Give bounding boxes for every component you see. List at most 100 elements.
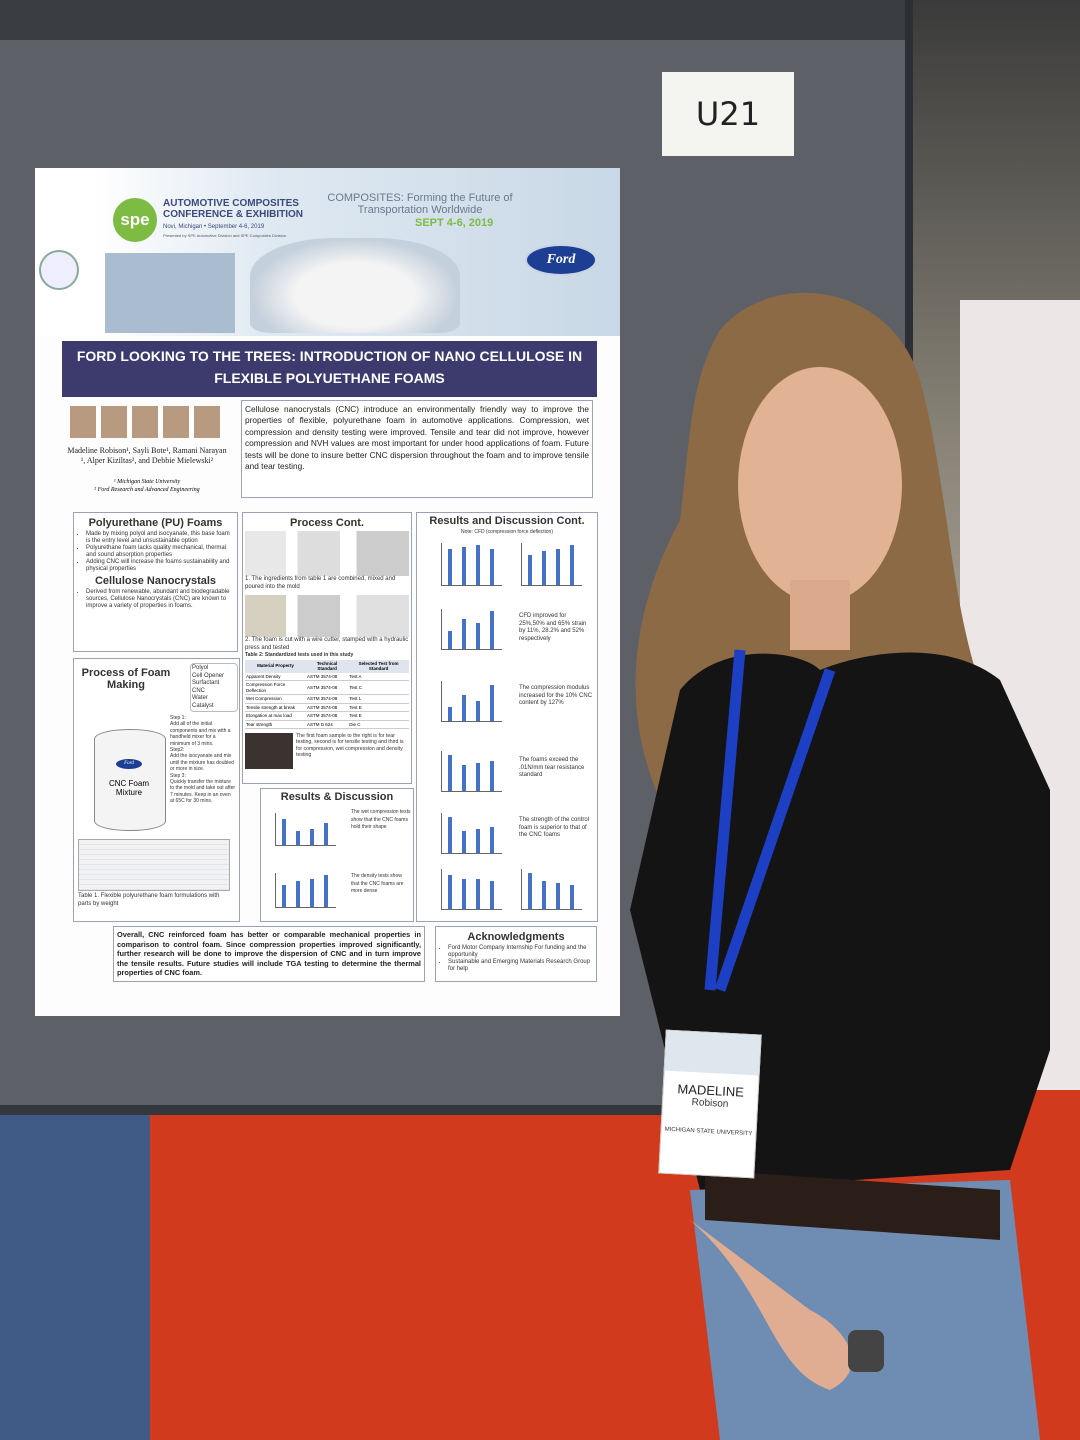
belt [705,1170,1000,1240]
affiliation: ² Ford Research and Advanced Engineering [94,487,200,493]
poster-chart [441,813,502,854]
poster-chart [490,549,494,585]
poster-chart [490,761,494,791]
poster-chart [282,819,286,845]
header-cell: Technical Standard [305,659,349,673]
list-item: Step 3: [170,772,186,779]
ford-logo: Ford [525,244,597,276]
section-heading: Polyurethane (PU) Foams [88,517,223,529]
poster-chart [448,755,452,791]
badge-school: MICHIGAN STATE UNIVERSITY [664,1126,753,1138]
poster-chart [448,817,452,853]
conference-name: AUTOMOTIVE COMPOSITES CONFERENCE & EXHIB… [163,198,304,220]
poster-chart [441,751,502,792]
table-header: Material Property Technical Standard Selec… [245,659,409,673]
section-heading: Acknowledgments [467,931,565,943]
results-note: Note: CFD (compression force deflection) [461,529,553,535]
poster-chart [490,611,494,649]
conclusion: Overall, CNC reinforced foam has better … [113,926,425,982]
poster-chart [448,875,452,909]
poster-chart [490,685,494,721]
table-cell: Tensile strength at break [245,703,306,712]
table-cell: Die C [348,720,409,729]
poster-chart [476,545,480,585]
table-cell: ASTM 3574-08 [305,680,349,695]
abstract: Cellulose nanocrystals (CNC) introduce a… [241,400,593,498]
poster-chart [441,543,502,586]
table-row: Compression Force Deflection ASTM 3574-08… [245,680,409,695]
list-item: Step 1: [170,715,186,721]
visitor-legs [0,1100,150,1440]
bullet-list: Derived from renewable, abundant and bio… [76,589,235,610]
samples-note: The first foam sample to the right is fo… [296,733,404,758]
results-note: CFD improved for 25%,50% and 65% strain … [519,613,587,642]
poster-chart [324,875,328,907]
poster-chart [462,619,466,649]
affiliation: ¹ Michigan State University [113,479,181,485]
poster-chart [448,549,452,585]
list-item: Derived from renewable, abundant and bio… [86,589,235,610]
table-row: Wet Compression ASTM 3574-08 Test L [245,694,409,704]
bullet-list: Ford Motor Company Internship For fundin… [438,945,594,973]
theme-dates: SEPT 4-6, 2019 [415,217,494,229]
table-caption: Table 1. Flexible polyurethane foam form… [78,893,220,907]
mixture-label: CNC Foam Mixture [108,779,149,797]
process-panel: Process of Foam Making Polyol Cell Opener… [73,658,240,922]
container-logo: Ford [116,759,142,769]
poster-chart [324,823,328,845]
poster-chart [528,555,532,585]
poster-chart [490,881,494,909]
poster-chart [542,881,546,909]
table-cell: Tear strength [245,720,306,729]
table-cell: ASTM 3574-08 [305,703,349,712]
poster-chart [275,873,336,908]
lanyard [704,649,836,992]
poster-chart [462,765,466,791]
poster-chart [441,681,502,722]
table-cell: Test A [348,672,409,681]
poster-chart [528,873,532,909]
list-item: Polyurethane foam lacks quality mechanic… [86,545,235,559]
authors: Madeline Robison¹, Sayli Bote¹, Ramani N… [67,446,227,465]
table-cell: ASTM 3574-08 [305,672,349,681]
poster-chart [476,829,480,853]
header-photo [105,253,235,333]
poster-chart [570,885,574,909]
poster-chart [490,827,494,853]
section-heading: Cellulose Nanocrystals [94,575,217,587]
mixture-container [94,729,166,831]
poster-chart [521,869,582,910]
poster-chart [556,883,560,909]
table-row: Tensile strength at break ASTM 3574-08 Tes… [245,703,409,712]
samples-photo [245,733,293,769]
poster-chart [296,881,300,907]
poster-chart [310,829,314,845]
poster-chart [476,701,480,721]
jeans [690,1180,1040,1440]
list-item: Adding CNC will increase the foams susta… [86,559,235,573]
bullet-list: Made by mixing polyol and isocyanate, th… [76,531,235,573]
spe-logo: spe [113,198,157,242]
poster-chart [282,885,286,907]
table-title: Table 2: Standardized tests used in this… [245,652,354,658]
hands [690,1220,852,1390]
name-badge: MADELINE Robison MICHIGAN STATE UNIVERSI… [658,1029,762,1179]
poster-chart [441,869,502,910]
acknowledgments-panel: Acknowledgments Ford Motor Company Inter… [435,926,597,982]
poster-chart [448,707,452,721]
poster-chart [462,879,466,909]
poster-chart [275,813,336,846]
table-cell: Test L [348,694,409,704]
list-item: Step2: [170,747,185,754]
table-cell: Apparent Density [245,672,306,681]
process-photos [245,595,409,637]
text-list: Polyol Cell Opener Surfactant CNC Water Catal… [190,663,238,712]
poster-chart [521,543,582,586]
results-note: The density tests show that the CNC foam… [351,873,404,894]
poster-title: FORD LOOKING TO THE TREES: INTRODUCTION … [62,341,597,397]
conference-dates: Novi, Michigan • September 4-6, 2019 [163,224,265,230]
table-cell: ASTM 3574-08 [305,711,349,721]
results-note: The compression modulus increased for th… [519,685,593,706]
msu-seal [39,250,79,290]
neck [790,580,850,650]
